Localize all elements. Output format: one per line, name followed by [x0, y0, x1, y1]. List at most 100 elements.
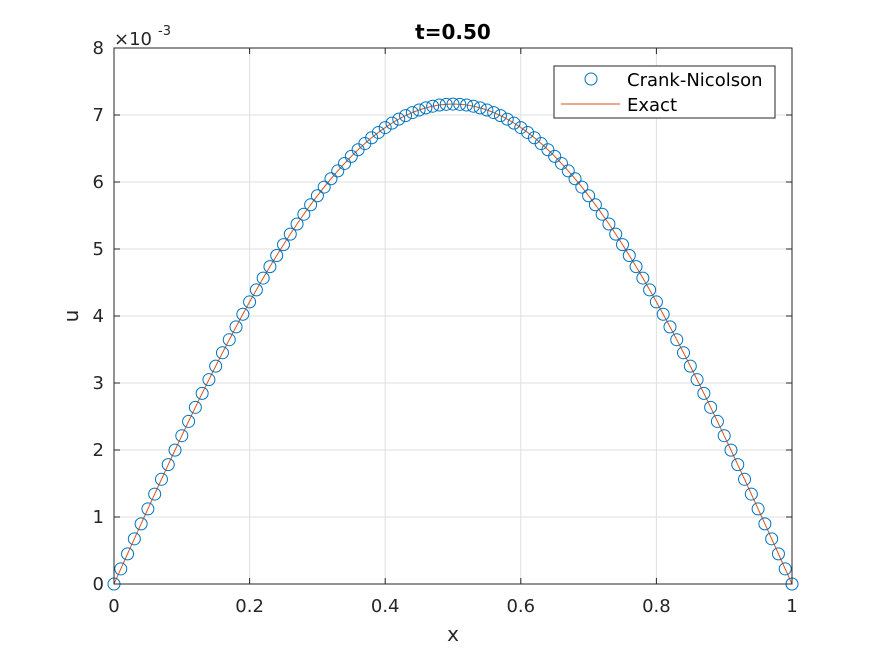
- cn-marker: [663, 320, 677, 334]
- cn-marker: [195, 386, 209, 400]
- y-tick-label: 1: [93, 507, 104, 528]
- cn-marker: [338, 156, 352, 170]
- cn-marker: [263, 260, 277, 274]
- cn-marker: [148, 487, 162, 501]
- y-tick-label: 8: [93, 38, 104, 59]
- cn-marker: [582, 189, 596, 203]
- legend-label-crank-nicolson: Crank-Nicolson: [627, 70, 763, 91]
- cn-marker: [731, 458, 745, 472]
- x-tick-label: 0.2: [235, 596, 264, 617]
- x-axis-label: x: [447, 622, 459, 646]
- cn-marker: [405, 106, 419, 120]
- cn-marker: [331, 164, 345, 178]
- cn-marker: [683, 359, 697, 373]
- cn-marker: [114, 562, 128, 576]
- cn-marker: [616, 238, 629, 252]
- cn-marker: [514, 121, 528, 135]
- cn-marker: [277, 238, 290, 252]
- cn-marker: [161, 458, 175, 472]
- cn-marker: [446, 97, 460, 111]
- cn-marker: [249, 283, 263, 297]
- cn-marker: [643, 283, 657, 297]
- cn-marker: [344, 149, 358, 163]
- cn-marker: [710, 414, 724, 428]
- legend-label-exact: Exact: [627, 95, 677, 116]
- ticks: 0 0.2 0.4 0.6 0.8 1 0 1 2 3 4 5 6 7 8: [93, 38, 798, 617]
- cn-marker: [622, 248, 636, 262]
- cn-marker: [439, 97, 453, 111]
- x-tick-label: 0.4: [371, 596, 400, 617]
- cn-marker: [229, 320, 243, 334]
- cn-marker: [704, 400, 718, 414]
- cn-marker: [188, 400, 202, 414]
- y-tick-label: 2: [93, 440, 104, 461]
- cn-marker: [541, 143, 555, 157]
- cn-marker: [744, 487, 758, 501]
- cn-marker: [134, 517, 148, 531]
- cn-marker: [609, 227, 623, 241]
- cn-marker: [724, 443, 738, 457]
- y-tick-label: 6: [93, 172, 104, 193]
- cn-marker: [473, 101, 487, 115]
- cn-marker: [310, 189, 324, 203]
- cn-marker: [419, 101, 433, 115]
- cn-marker: [243, 295, 257, 309]
- cn-marker: [507, 116, 521, 130]
- cn-marker: [500, 112, 514, 126]
- y-tick-label: 3: [93, 373, 104, 394]
- cn-marker: [175, 429, 189, 443]
- cn-marker: [385, 116, 399, 130]
- y-tick-label: 5: [93, 239, 104, 260]
- cn-marker: [493, 109, 507, 123]
- chart-title: t=0.50: [415, 20, 491, 44]
- cn-marker: [778, 562, 792, 576]
- cn-marker: [677, 346, 691, 360]
- cn-marker: [717, 429, 731, 443]
- cn-marker: [426, 99, 440, 113]
- cn-marker: [317, 180, 331, 194]
- cn-marker: [771, 547, 785, 561]
- cn-marker: [765, 532, 779, 546]
- cn-marker: [649, 295, 663, 309]
- legend: Crank-Nicolson Exact: [553, 65, 776, 119]
- cn-marker: [568, 172, 582, 186]
- cn-marker: [399, 109, 413, 123]
- cn-marker: [690, 373, 704, 387]
- cn-marker: [521, 125, 535, 139]
- cn-marker: [209, 359, 223, 373]
- cn-marker: [561, 164, 575, 178]
- cn-marker: [392, 112, 406, 126]
- cn-marker: [670, 333, 684, 347]
- x-tick-label: 0.6: [506, 596, 535, 617]
- exact-line: [113, 103, 793, 585]
- cn-marker: [629, 260, 643, 274]
- cn-marker: [460, 98, 474, 112]
- cn-marker: [283, 227, 297, 241]
- cn-marker: [365, 131, 379, 145]
- y-tick-label: 7: [93, 105, 104, 126]
- cn-marker: [656, 307, 670, 321]
- cn-marker: [202, 373, 216, 387]
- cn-marker: [738, 472, 752, 486]
- cn-marker: [378, 121, 392, 135]
- cn-marker: [304, 198, 318, 212]
- cn-marker: [297, 207, 311, 221]
- legend-marker-crank-nicolson: [584, 72, 598, 86]
- cn-marker: [636, 271, 650, 285]
- cn-marker: [324, 172, 338, 186]
- cn-marker: [371, 125, 385, 139]
- cn-marker: [697, 386, 711, 400]
- exact-series: [113, 103, 793, 585]
- x-tick-label: 1: [786, 596, 797, 617]
- y-tick-label: 4: [93, 306, 104, 327]
- cn-marker: [222, 333, 236, 347]
- cn-marker: [548, 149, 562, 163]
- cn-marker: [588, 198, 602, 212]
- cn-marker: [453, 97, 467, 111]
- cn-marker: [290, 217, 304, 231]
- cn-marker: [141, 502, 155, 516]
- cn-marker: [595, 207, 609, 221]
- cn-marker: [121, 547, 135, 561]
- cn-marker: [215, 346, 229, 360]
- cn-marker: [432, 98, 446, 112]
